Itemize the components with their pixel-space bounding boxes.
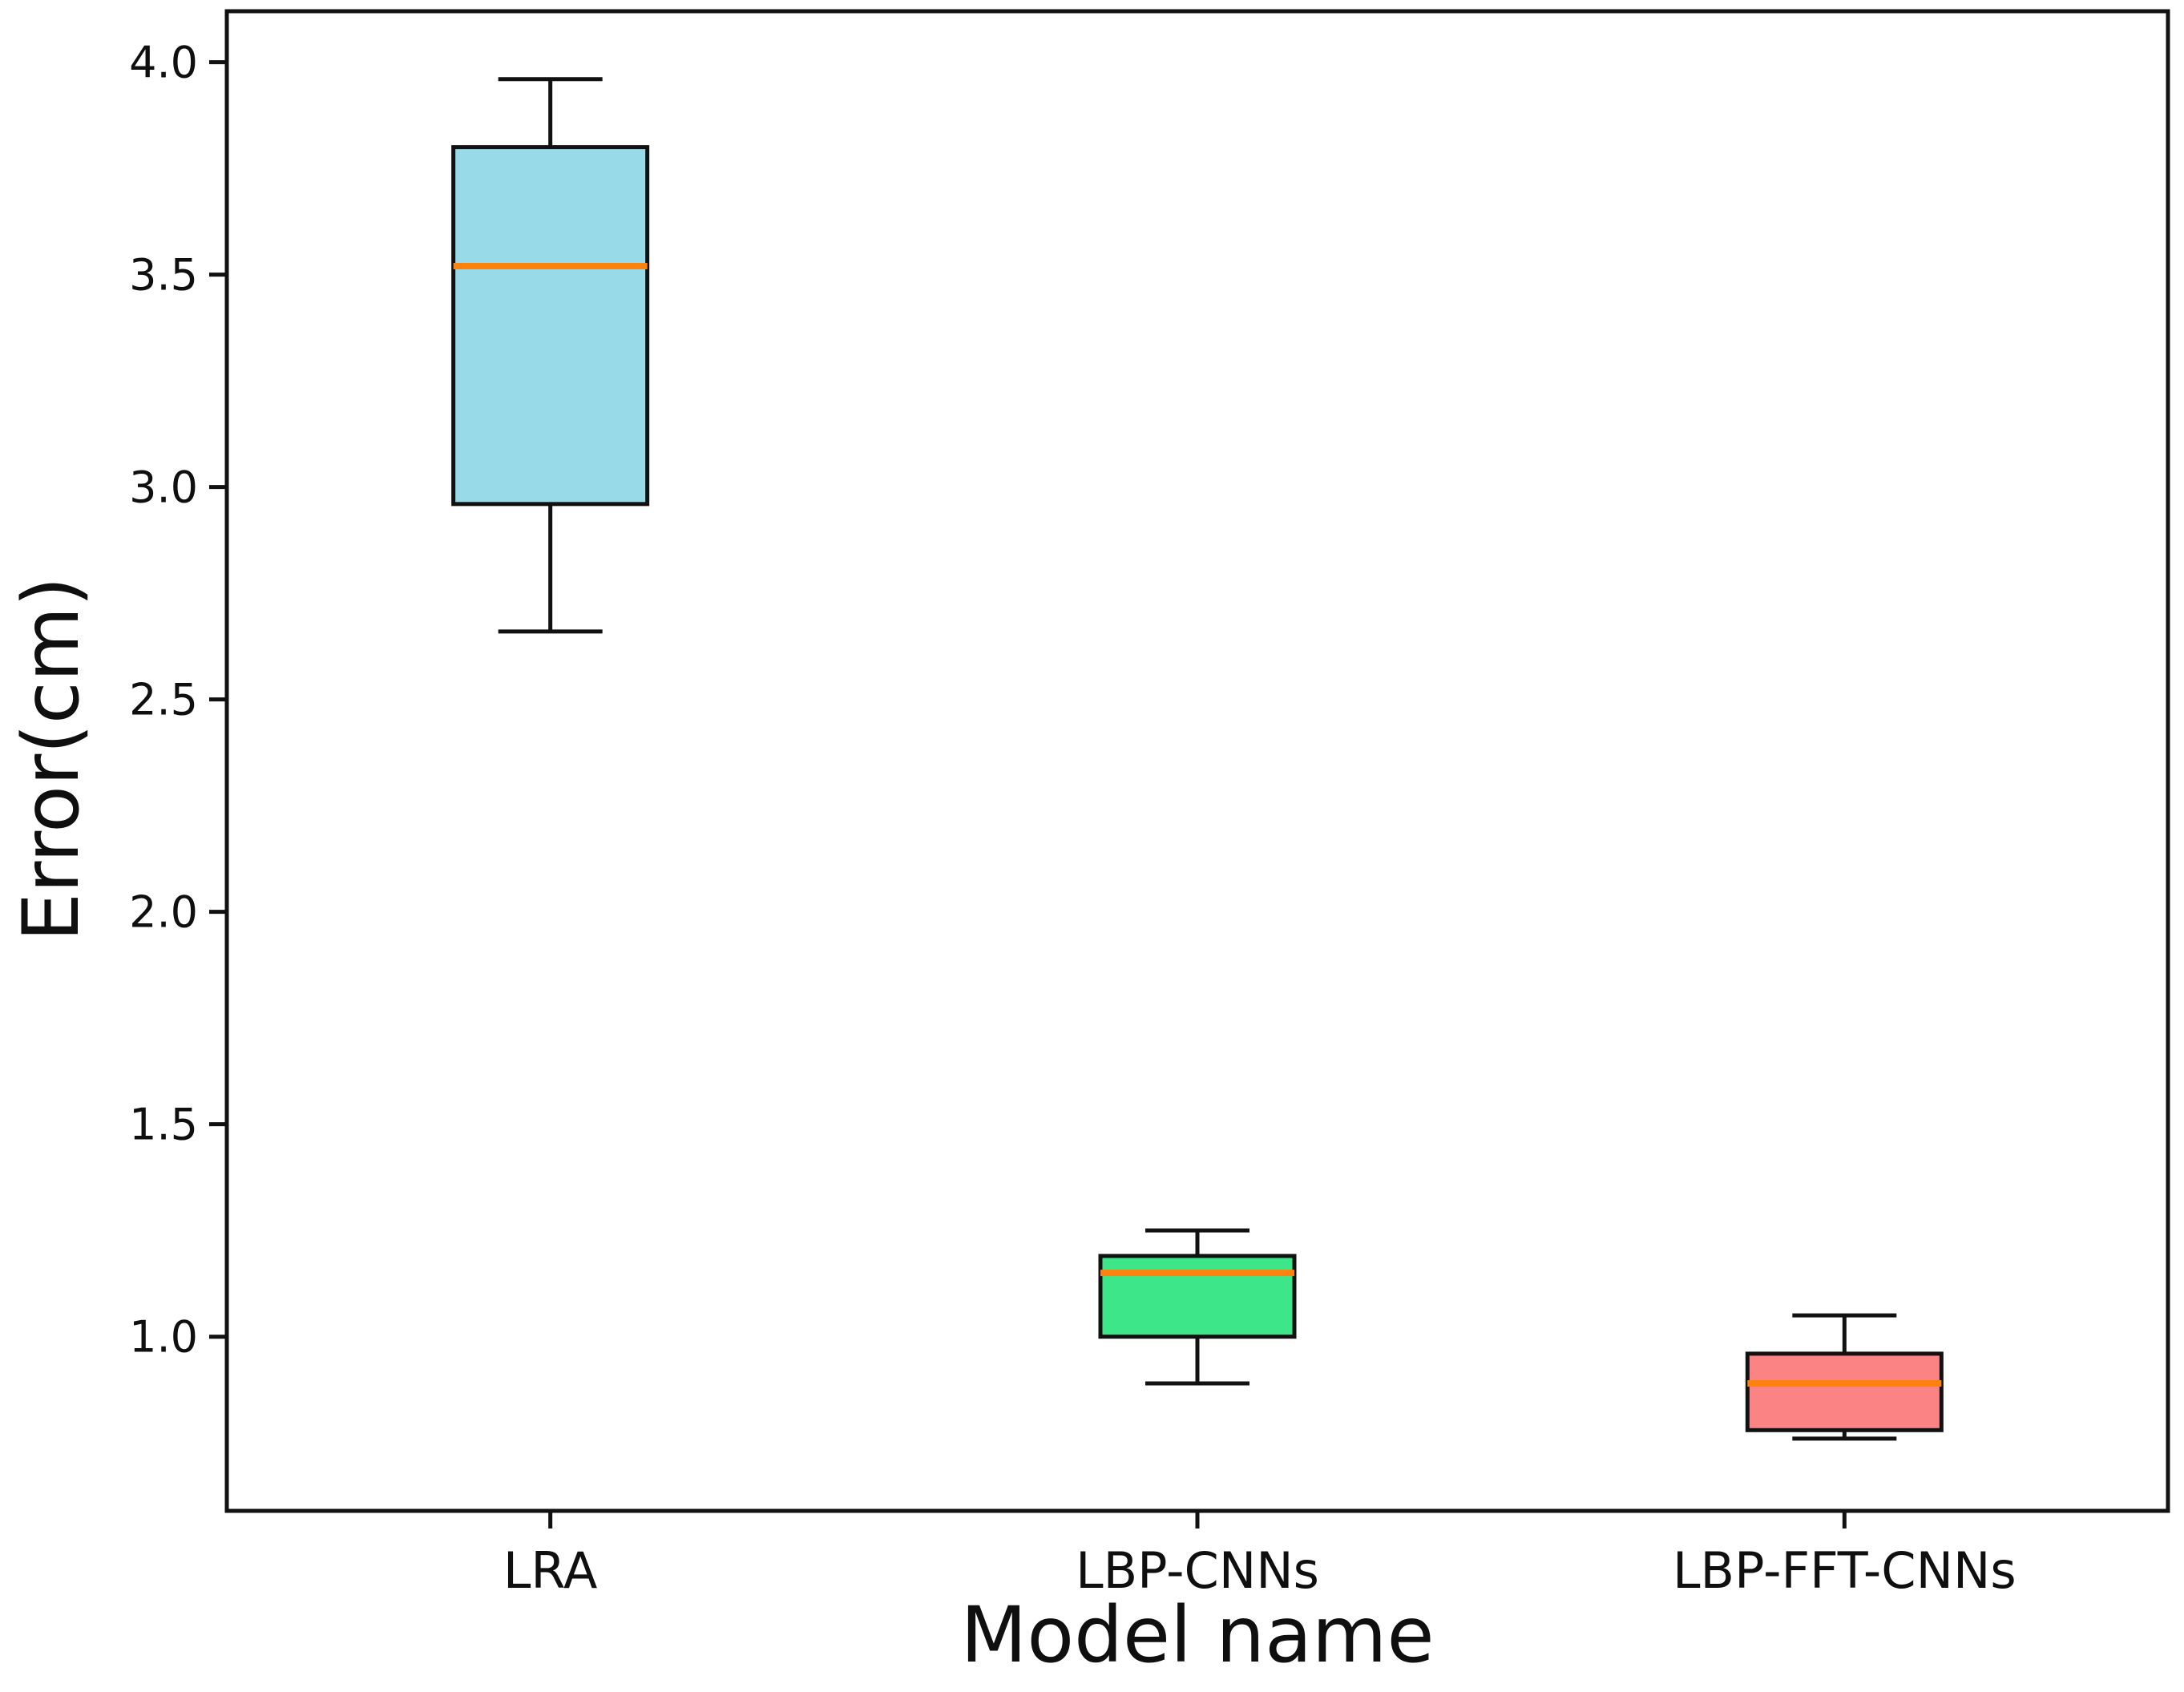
box-lbp-cnns (1098, 1254, 1297, 1339)
x-tick-label: LBP-CNNs (1076, 1541, 1319, 1600)
y-axis-label: Error(cm) (6, 576, 96, 942)
y-tick-label: 1.0 (129, 1312, 198, 1363)
y-tick-label: 1.5 (129, 1100, 198, 1150)
x-tick-label: LBP-FFT-CNNs (1673, 1541, 2016, 1600)
box-lra (451, 145, 650, 507)
x-axis-label: Model name (960, 1590, 1435, 1680)
y-tick-label: 3.5 (129, 250, 198, 301)
x-tick-label: LRA (503, 1541, 598, 1600)
y-tick-label: 2.5 (129, 675, 198, 725)
box-lbp-fft-cnns (1745, 1351, 1944, 1432)
y-tick-label: 3.0 (129, 462, 198, 513)
y-tick-label: 2.0 (129, 887, 198, 938)
y-tick-label: 4.0 (129, 38, 198, 88)
